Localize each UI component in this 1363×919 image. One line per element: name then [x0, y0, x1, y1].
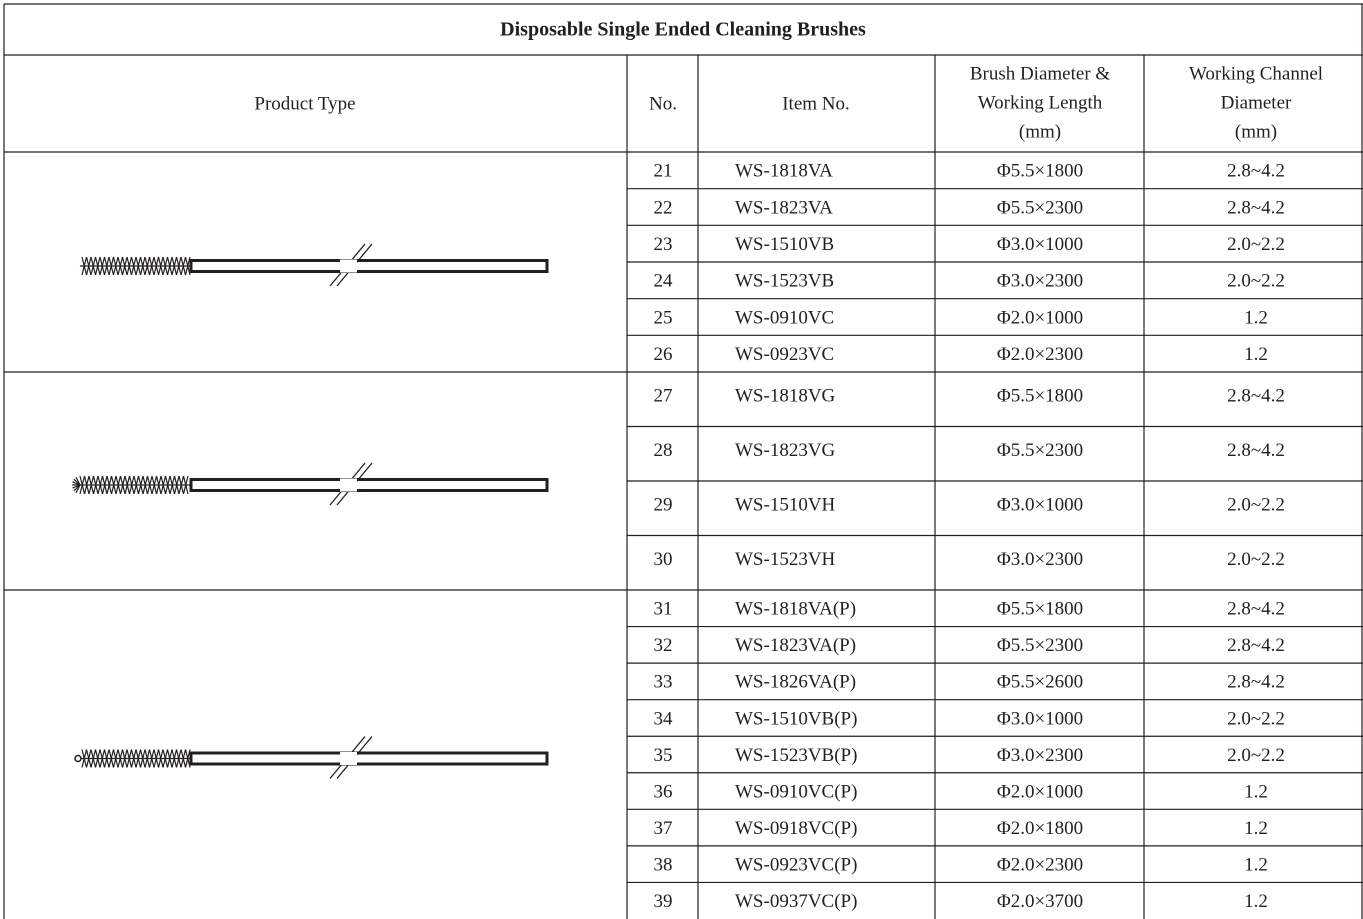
table-cell: 2.0~2.2 [1227, 271, 1285, 292]
table-cell: WS-0923VC [735, 344, 834, 365]
table-cell: 30 [654, 549, 673, 570]
table-cell: WS-0937VC(P) [735, 891, 857, 912]
table-cell: 26 [654, 344, 673, 365]
table-cell: WS-0910VC(P) [735, 781, 857, 802]
table-cell: 29 [654, 495, 673, 516]
header-cell: Diameter [1221, 92, 1292, 113]
table-cell: 34 [654, 708, 674, 729]
header-cell: (mm) [1235, 121, 1277, 142]
table-cell: 37 [654, 818, 673, 839]
table-cell: 36 [654, 781, 673, 802]
table-cell: 22 [654, 197, 673, 218]
table-cell: WS-1523VH [735, 549, 836, 570]
table-cell: Φ2.0×1000 [997, 781, 1083, 802]
table-cell: WS-1510VB(P) [735, 708, 857, 729]
table-cell: Φ2.0×3700 [997, 891, 1083, 912]
table-cell: WS-1510VB [735, 234, 834, 255]
table-title: Disposable Single Ended Cleaning Brushes [500, 19, 866, 41]
break-gap [340, 478, 357, 492]
table-cell: Φ3.0×2300 [997, 271, 1083, 292]
table-cell: Φ5.5×2600 [997, 672, 1083, 693]
brush-handle [189, 751, 549, 766]
table-cell: Φ2.0×1800 [997, 818, 1083, 839]
table-cell: WS-1818VA(P) [735, 599, 856, 620]
table-cell: 2.8~4.2 [1227, 672, 1285, 693]
table-cell: Φ5.5×1800 [997, 386, 1083, 407]
header-cell: Brush Diameter & [970, 63, 1111, 84]
table-cell: WS-0918VC(P) [735, 818, 857, 839]
table-cell: Φ5.5×2300 [997, 440, 1083, 461]
table-cell: 1.2 [1244, 344, 1268, 365]
brush-handle [189, 259, 549, 273]
table-cell: 2.8~4.2 [1227, 635, 1285, 656]
table-cell: 2.0~2.2 [1227, 234, 1285, 255]
table-cell: Φ3.0×1000 [997, 234, 1083, 255]
brush-tip [74, 754, 82, 763]
table-cell: 38 [654, 855, 673, 876]
table-cell: 1.2 [1244, 891, 1268, 912]
table-cell: 2.8~4.2 [1227, 197, 1285, 218]
table-cell: WS-1823VA(P) [735, 635, 856, 656]
table-cell: WS-1523VB [735, 271, 834, 292]
table-cell: WS-0910VC [735, 307, 834, 328]
table-cell: 35 [654, 745, 673, 766]
table-cell: 28 [654, 440, 673, 461]
table-cell: Φ3.0×2300 [997, 549, 1083, 570]
table-cell: WS-1818VA [735, 161, 833, 182]
table-cell: WS-0923VC(P) [735, 855, 857, 876]
table-cell: Φ5.5×2300 [997, 197, 1083, 218]
table-cell: 24 [654, 271, 674, 292]
table-cell: 2.0~2.2 [1227, 708, 1285, 729]
table-cell: 32 [654, 635, 673, 656]
table-cell: 21 [654, 161, 673, 182]
table-cell: Φ3.0×1000 [997, 495, 1083, 516]
table-cell: 2.8~4.2 [1227, 599, 1285, 620]
table-cell: Φ3.0×2300 [997, 745, 1083, 766]
table-cell: 2.8~4.2 [1227, 386, 1285, 407]
table-cell: 39 [654, 891, 673, 912]
table-cell: WS-1823VG [735, 440, 836, 461]
table-cell: 2.8~4.2 [1227, 161, 1285, 182]
brush-tip [75, 484, 81, 494]
table-cell: 25 [654, 307, 673, 328]
break-gap [340, 259, 357, 273]
table-cell: Φ5.5×1800 [997, 599, 1083, 620]
table-cell: Φ3.0×1000 [997, 708, 1083, 729]
table-cell: WS-1826VA(P) [735, 672, 856, 693]
table-cell: WS-1823VA [735, 197, 833, 218]
table-cell: 23 [654, 234, 673, 255]
header-cell: Item No. [782, 93, 850, 114]
table-cell: Φ2.0×1000 [997, 307, 1083, 328]
table-cell: Φ5.5×1800 [997, 161, 1083, 182]
table-cell: 1.2 [1244, 781, 1268, 802]
table-cell: 27 [654, 386, 673, 407]
brush-handle [189, 478, 549, 492]
table-cell: 2.0~2.2 [1227, 549, 1285, 570]
table-cell: 33 [654, 672, 673, 693]
header-cell: (mm) [1019, 121, 1061, 142]
header-cell: Product Type [254, 93, 355, 114]
table-cell: 2.0~2.2 [1227, 495, 1285, 516]
table-cell: 1.2 [1244, 855, 1268, 876]
table-cell: WS-1523VB(P) [735, 745, 857, 766]
table-cell: WS-1818VG [735, 386, 836, 407]
table-cell: 2.0~2.2 [1227, 745, 1285, 766]
table-cell: 1.2 [1244, 818, 1268, 839]
table-cell: 2.8~4.2 [1227, 440, 1285, 461]
table-cell: 1.2 [1244, 307, 1268, 328]
table-cell: Φ2.0×2300 [997, 855, 1083, 876]
header-cell: Working Channel [1189, 63, 1323, 84]
table-cell: 31 [654, 599, 673, 620]
table-cell: WS-1510VH [735, 495, 836, 516]
header-cell: No. [649, 93, 677, 114]
table-cell: Φ2.0×2300 [997, 344, 1083, 365]
break-gap [340, 752, 357, 765]
header-cell: Working Length [978, 92, 1103, 113]
table-cell: Φ5.5×2300 [997, 635, 1083, 656]
